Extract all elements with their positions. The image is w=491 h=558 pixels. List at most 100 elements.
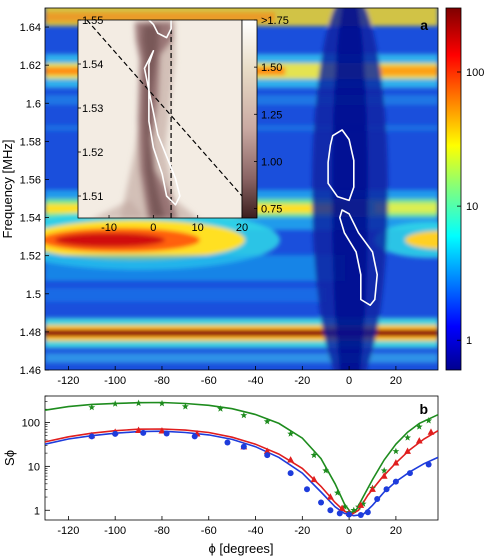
contour-line (338, 209, 379, 307)
colorbar-tick-label: 1 (466, 335, 472, 347)
ticks-b: -120 -100 -80 -60 -40 -20 0 20 1 10 100 (22, 395, 402, 537)
data-point-star (392, 447, 400, 455)
xtick-label-b: -20 (294, 525, 310, 537)
data-point-circle (224, 439, 231, 446)
data-point-circle (346, 511, 353, 518)
data-point-star (334, 489, 341, 496)
data-point-triangle (158, 427, 166, 434)
data-point-star (322, 467, 330, 474)
data-point-circle (112, 430, 119, 437)
inset-colorbar-tick-label: >1.75 (261, 15, 289, 27)
data-point-circle (304, 486, 310, 493)
xtick-label-a: 20 (390, 375, 402, 387)
axes-b-frame (44, 395, 439, 521)
data-point-circle (318, 499, 325, 506)
data-point-star (404, 434, 411, 441)
ytick-label-a: 1.46 (20, 365, 41, 377)
data-point-triangle (338, 504, 346, 512)
inset-ytick-label: 1.55 (82, 15, 103, 27)
data-point-star (135, 399, 142, 407)
colorbar-tick-label: 10 (466, 201, 478, 213)
inset: -10 0 10 20 1.51 1.52 1.53 1.54 1.55 0.75 1.00 1.2… (77, 15, 289, 234)
inset-ytick-label: 1.51 (82, 191, 103, 203)
data-point-circle (364, 509, 371, 516)
ytick-label-a: 1.64 (20, 22, 41, 34)
colorbar-tick-label: 100 (466, 67, 484, 79)
data-point-triangle (135, 426, 142, 433)
xtick-label-a: -40 (248, 375, 264, 387)
data-point-circle (240, 443, 247, 450)
ytick-label-a: 1.54 (20, 213, 41, 225)
inset-lines (86, 20, 242, 218)
data-point-triangle (357, 501, 365, 508)
data-point-circle (264, 452, 271, 459)
data-point-circle (357, 511, 364, 518)
panel-a-label: a (420, 17, 428, 33)
data-point-star (240, 411, 248, 419)
data-point-star (111, 400, 119, 407)
ytick-label-a: 1.62 (20, 60, 41, 72)
data-point-circle (425, 461, 432, 468)
data-point-circle (406, 470, 413, 477)
data-point-star (263, 417, 271, 425)
inset-colorbar-ticks: 0.75 1.00 1.25 1.50 >1.75 (254, 15, 289, 216)
inset-heatmap (86, 20, 242, 218)
panel-b: -120 -100 -80 -60 -40 -20 0 20 1 10 100 b Sϕ ϕ [de… (2, 395, 439, 556)
xtick-label-b: -80 (154, 525, 170, 537)
data-point-star (158, 399, 166, 407)
inset-colorbar-tick-label: 0.75 (261, 204, 282, 216)
data-point-triangle (392, 459, 400, 466)
plot-b (44, 399, 439, 518)
xtick-label-b: 20 (390, 525, 402, 537)
inset-xtick-label: -10 (101, 222, 117, 234)
inset-colorbar-tick-label: 1.00 (261, 156, 282, 168)
data-point-star (310, 451, 318, 459)
inset-colorbar-tick-label: 1.50 (261, 62, 282, 74)
data-point-circle (327, 507, 334, 514)
data-point-star (359, 500, 367, 507)
xtick-label-a: 0 (346, 375, 352, 387)
xtick-label-b: -100 (104, 525, 126, 537)
data-point-star (350, 506, 358, 514)
data-point-triangle (263, 447, 271, 454)
xtick-label-b: 0 (346, 525, 352, 537)
inset-xtick-label: 0 (150, 222, 156, 234)
data-point-star (181, 403, 189, 410)
ylabel-a: Frequency [MHz] (0, 140, 15, 239)
series-curve (44, 428, 439, 516)
data-point-star (217, 405, 224, 412)
inset-xtick-label: 10 (192, 222, 204, 234)
colorbar-a (445, 7, 462, 371)
inset-dashed-line (86, 20, 242, 197)
data-point-triangle (415, 437, 423, 444)
xtick-label-b: -60 (201, 525, 217, 537)
data-point-circle (336, 510, 343, 517)
inset-contour-line (143, 49, 181, 206)
xlabel-b: ϕ [degrees] (208, 541, 273, 556)
xtick-label-b: -120 (57, 525, 79, 537)
panel-b-label: b (419, 401, 428, 417)
data-point-circle (392, 478, 399, 485)
data-point-circle (191, 433, 198, 440)
data-point-triangle (404, 447, 411, 454)
inset-ticks: -10 0 10 20 1.51 1.52 1.53 1.54 1.55 (78, 15, 248, 234)
xtick-label-a: -20 (294, 375, 310, 387)
data-point-triangle (427, 428, 435, 435)
inset-xtick-label: 20 (236, 222, 248, 234)
data-point-triangle (380, 472, 388, 479)
data-point-triangle (326, 493, 334, 500)
data-point-star (287, 430, 294, 437)
data-point-star (425, 417, 433, 424)
ytick-label-b: 10 (28, 461, 40, 473)
ytick-label-b: 100 (22, 417, 40, 429)
ytick-label-a: 1.6 (26, 98, 41, 110)
inset-ytick-label: 1.54 (82, 59, 103, 71)
data-point-circle (163, 430, 170, 437)
ytick-label-a: 1.48 (20, 327, 41, 339)
ticks-a: -120 -100 -80 -60 -40 -20 0 201.461.481.51.521.… (20, 22, 402, 387)
xtick-label-a: -100 (104, 375, 126, 387)
inset-contour-line (148, 20, 172, 39)
inset-contours (143, 20, 181, 206)
xtick-label-b: -40 (248, 525, 264, 537)
